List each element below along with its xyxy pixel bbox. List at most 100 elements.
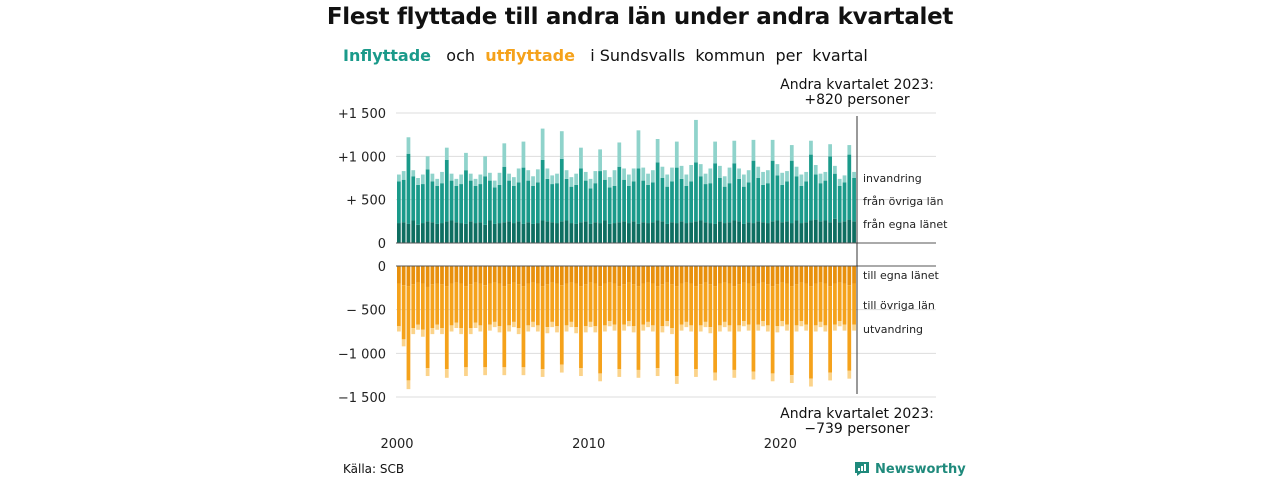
bar-inflow-segment (809, 154, 813, 221)
bar-outflow-segment (401, 266, 406, 286)
bar-outflow-segment (842, 283, 847, 325)
brand-logo[interactable]: Newsworthy (854, 461, 966, 477)
bar-inflow-segment (650, 182, 655, 223)
bar-inflow-segment (761, 171, 765, 185)
bar-inflow-segment (406, 153, 411, 224)
bar-outflow-segment (732, 266, 737, 287)
bar-outflow-segment (799, 282, 804, 322)
bar-inflow-segment (401, 171, 406, 180)
bar-inflow-segment (780, 172, 785, 185)
bar-outflow-segment (622, 324, 626, 331)
bar-inflow-segment (564, 170, 569, 179)
bar-inflow-segment (655, 162, 660, 221)
bar-outflow-segment (512, 321, 516, 328)
bar-inflow-segment (674, 141, 679, 168)
bar-inflow-segment (708, 223, 713, 243)
bar-inflow-segment (420, 223, 425, 243)
bar-outflow-segment (464, 367, 468, 377)
bar-outflow-segment (674, 286, 679, 377)
bar-outflow-segment (813, 325, 818, 332)
bar-outflow-segment (674, 266, 679, 287)
bar-outflow-segment (660, 266, 665, 285)
bar-inflow-segment (751, 139, 756, 161)
bar-inflow-segment (804, 222, 809, 243)
bar-inflow-segment (531, 223, 535, 243)
bar-outflow-segment (502, 286, 507, 368)
bar-inflow-segment (751, 160, 756, 224)
bar-outflow-segment (531, 321, 535, 328)
bar-inflow-segment (444, 159, 449, 222)
bar-inflow-segment (770, 139, 775, 161)
bar-inflow-segment (401, 179, 406, 223)
bar-inflow-segment (775, 164, 780, 176)
bar-inflow-segment (775, 175, 780, 221)
bar-inflow-segment (694, 221, 698, 243)
bar-outflow-segment (694, 369, 698, 377)
bar-outflow-segment (416, 324, 420, 330)
bar-inflow-segment (780, 184, 785, 223)
bar-inflow-segment (598, 171, 602, 224)
bar-outflow-segment (780, 282, 785, 322)
bar-inflow-segment (789, 160, 794, 224)
bar-outflow-segment (674, 376, 679, 384)
bar-outflow-segment (435, 266, 440, 284)
bar-outflow-segment (598, 266, 602, 287)
bar-outflow-segment (454, 282, 459, 323)
bar-inflow-segment (636, 168, 641, 224)
bar-outflow-segment (842, 324, 847, 331)
bar-inflow-segment (737, 221, 741, 243)
brand-name: Newsworthy (875, 461, 966, 477)
bar-outflow-segment (430, 266, 435, 285)
bar-inflow-segment (837, 222, 842, 243)
bar-inflow-segment (650, 222, 655, 243)
bar-outflow-segment (497, 326, 502, 333)
bar-inflow-segment (842, 182, 847, 222)
bar-inflow-segment (713, 163, 717, 224)
bar-outflow-segment (751, 286, 756, 372)
bar-outflow-segment (521, 286, 526, 368)
bar-outflow-segment (746, 283, 751, 325)
bar-inflow-segment (603, 170, 607, 180)
bar-outflow-segment (588, 282, 593, 322)
bar-outflow-segment (660, 284, 665, 327)
bar-inflow-segment (804, 171, 809, 182)
bar-inflow-segment (641, 167, 646, 181)
bar-outflow-segment (464, 286, 468, 368)
bar-outflow-segment (588, 321, 593, 328)
subtitle-connector: och (446, 46, 476, 65)
bar-inflow-segment (756, 166, 761, 178)
bar-outflow-segment (420, 329, 425, 337)
chart-title: Flest flyttade till andra län under andr… (326, 4, 954, 30)
bar-outflow-segment (593, 326, 598, 333)
bar-inflow-segment (828, 156, 832, 223)
bar-inflow-segment (809, 140, 813, 155)
bar-outflow-segment (828, 286, 832, 373)
bar-inflow-segment (727, 222, 732, 243)
bar-outflow-segment (512, 266, 516, 283)
bar-inflow-segment (737, 168, 741, 179)
bar-inflow-segment (765, 183, 770, 224)
bar-inflow-segment (521, 167, 526, 224)
bar-outflow-segment (823, 266, 828, 284)
bar-outflow-segment (526, 325, 531, 332)
bar-outflow-segment (799, 321, 804, 327)
subtitle-rest: i Sundsvalls kommun per kvartal (590, 46, 868, 65)
x-tick-label: 2000 (380, 437, 413, 452)
bar-outflow-segment (785, 266, 789, 284)
bar-outflow-segment (631, 284, 636, 327)
bar-inflow-segment (497, 172, 502, 185)
bar-outflow-segment (569, 282, 574, 322)
bar-inflow-segment (579, 168, 583, 223)
bar-outflow-segment (655, 368, 660, 377)
bar-outflow-segment (569, 266, 574, 283)
bar-inflow-segment (833, 218, 837, 243)
bar-outflow-segment (818, 266, 823, 283)
bar-outflow-segment (454, 322, 459, 329)
bar-inflow-segment (550, 184, 555, 223)
bar-outflow-segment (478, 283, 483, 326)
bar-inflow-segment (526, 180, 531, 223)
bar-inflow-segment (416, 224, 420, 243)
bar-inflow-segment (526, 222, 531, 243)
bar-outflow-segment (818, 282, 823, 322)
